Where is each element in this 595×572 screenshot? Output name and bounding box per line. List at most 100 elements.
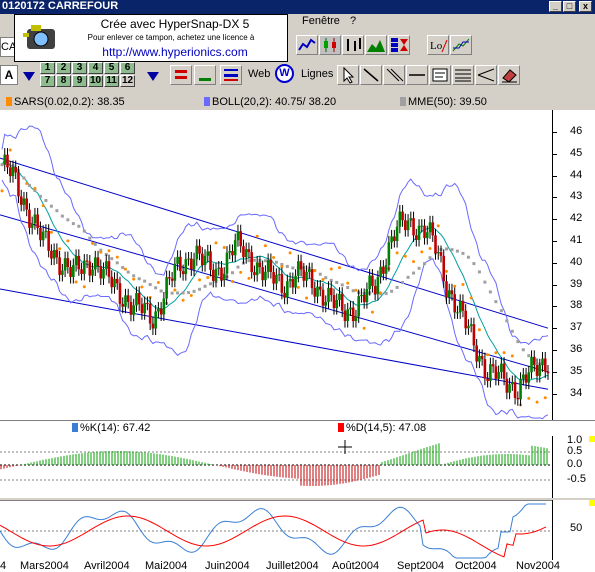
x-tick-label: Oct2004 — [455, 560, 497, 572]
osc-tick-label: 0.5 — [567, 445, 583, 457]
price-tick-label: 35 — [570, 364, 583, 377]
timeframe-3[interactable]: 3 — [72, 62, 87, 74]
line-chart-button[interactable] — [296, 35, 318, 55]
timeframe-11[interactable]: 11 — [104, 75, 119, 87]
price-tick — [553, 219, 557, 221]
price-tick — [553, 175, 557, 177]
stochastic-axis: 50 — [552, 500, 595, 560]
timeframe-12[interactable]: 12 — [120, 75, 135, 87]
timeframe-2[interactable]: 2 — [56, 62, 71, 74]
sars-swatch-icon — [6, 97, 12, 106]
mme-line — [0, 160, 547, 370]
timeframe-5[interactable]: 5 — [104, 62, 119, 74]
fibonacci-button[interactable] — [452, 65, 474, 85]
legend-sars: SARS(0.02,0.2): 38.35 — [6, 96, 125, 108]
stochastic-panel[interactable] — [0, 500, 552, 561]
price-tick-label: 39 — [570, 277, 583, 290]
price-tick — [553, 262, 557, 264]
price-tick-label: 37 — [570, 321, 583, 334]
x-axis: 4 Mars2004 Avril2004 Mai2004 Juin2004 Juillet… — [0, 560, 595, 572]
text-tool-button[interactable] — [429, 65, 451, 85]
mountain-icon — [367, 40, 385, 52]
letter-a-button[interactable]: A — [0, 65, 18, 85]
color-red-button[interactable] — [170, 65, 192, 85]
color-green-button[interactable] — [194, 65, 216, 85]
toolbar-row-2: A 1 2 3 4 5 6 7 8 9 10 11 12 Web W Lignes — [0, 60, 595, 92]
fibonacci-lines-icon — [455, 69, 471, 82]
stamp-url[interactable]: http://www.hyperionics.com — [102, 45, 248, 59]
horizontal-line-icon — [409, 74, 425, 76]
menu-fenetre[interactable]: Fenêtre — [302, 15, 340, 27]
legend-k: %K(14): 67.42 — [72, 422, 150, 434]
indicator-icon — [452, 38, 470, 52]
lignes-label: Lignes — [301, 68, 334, 80]
boll-swatch-icon — [204, 97, 210, 106]
oscillator-bars — [0, 443, 548, 486]
price-tick — [553, 284, 557, 286]
trend-channel-middle[interactable] — [0, 214, 549, 373]
parallel-line-button[interactable] — [383, 65, 405, 85]
bollinger-lower — [1, 179, 549, 420]
green-line-icon — [199, 78, 211, 81]
menu-help[interactable]: ? — [350, 15, 357, 27]
text-tool-icon — [432, 68, 448, 82]
next-triangle-icon[interactable] — [147, 69, 159, 87]
oscillator-panel[interactable] — [0, 436, 552, 498]
line-tool-button[interactable] — [360, 65, 382, 85]
prev-triangle-icon[interactable] — [23, 69, 35, 87]
close-button[interactable]: x — [579, 1, 592, 12]
x-tick-label: 4 — [0, 560, 7, 572]
price-tick — [553, 241, 557, 242]
stoch-marker-icon — [589, 500, 595, 506]
price-tick-label: 36 — [570, 343, 583, 355]
window-title: 0120172 CARREFOUR — [2, 0, 119, 12]
line-chart-icon — [298, 38, 316, 51]
bar-chart-button[interactable] — [342, 35, 364, 55]
hypersnap-stamp: Crée avec HyperSnap-DX 5 Pour enlever ce… — [14, 14, 288, 62]
minimize-button[interactable]: _ — [549, 1, 562, 12]
oscillator-axis: 1.0 0.5 0.0 -0.5 — [552, 434, 595, 498]
volume-chart-button[interactable] — [388, 35, 410, 55]
timeframe-4[interactable]: 4 — [88, 62, 103, 74]
horizontal-line-button[interactable] — [406, 65, 428, 85]
x-tick-label: Sept2004 — [397, 560, 445, 572]
x-tick-label: Mars2004 — [20, 560, 69, 572]
volume-icon — [391, 38, 408, 52]
price-tick — [553, 371, 557, 373]
trend-channel-upper[interactable] — [0, 157, 549, 329]
price-chart-panel[interactable] — [0, 110, 552, 420]
timeframe-8[interactable]: 8 — [56, 75, 71, 87]
price-tick — [553, 197, 557, 199]
stamp-line2: Pour enlever ce tampon, achetez une lice… — [87, 33, 255, 42]
price-tick-label: 42 — [570, 212, 583, 225]
eraser-button[interactable] — [498, 65, 520, 85]
d-swatch-icon — [338, 423, 344, 432]
timeframe-9[interactable]: 9 — [72, 75, 87, 87]
candlestick-button[interactable] — [319, 35, 341, 55]
price-tick-label: 46 — [570, 125, 583, 137]
window-title-bar: 0120172 CARREFOUR _ □ x — [0, 0, 595, 14]
candlestick-icon — [324, 38, 336, 52]
price-tick — [553, 153, 557, 155]
timeframe-6[interactable]: 6 — [120, 62, 135, 74]
mountain-chart-button[interactable] — [365, 35, 387, 55]
maximize-button[interactable]: □ — [563, 1, 576, 12]
web-icon[interactable]: W — [275, 64, 294, 83]
indicator-button[interactable] — [450, 35, 472, 55]
web-label: Web — [248, 68, 271, 80]
line-width-button[interactable] — [220, 65, 242, 85]
scale-button[interactable]: Lo — [427, 35, 449, 55]
legend-k-text: %K(14): 67.42 — [80, 422, 151, 434]
timeframe-1[interactable]: 1 — [40, 62, 55, 74]
fan-lines-button[interactable] — [475, 65, 497, 85]
timeframe-7[interactable]: 7 — [40, 75, 55, 87]
trend-channel-lower[interactable] — [0, 288, 549, 390]
price-tick-label: 43 — [570, 190, 583, 203]
legend-sars-text: SARS(0.02,0.2): 38.35 — [14, 96, 125, 108]
price-axis: 46 45 44 43 42 41 40 39 38 37 36 35 34 — [552, 110, 595, 420]
eraser-icon — [502, 69, 517, 83]
cursor-tool-button[interactable] — [337, 65, 359, 85]
price-tick-label: 40 — [570, 255, 583, 268]
stamp-line1: Crée avec HyperSnap-DX 5 — [100, 17, 250, 31]
timeframe-10[interactable]: 10 — [88, 75, 103, 87]
